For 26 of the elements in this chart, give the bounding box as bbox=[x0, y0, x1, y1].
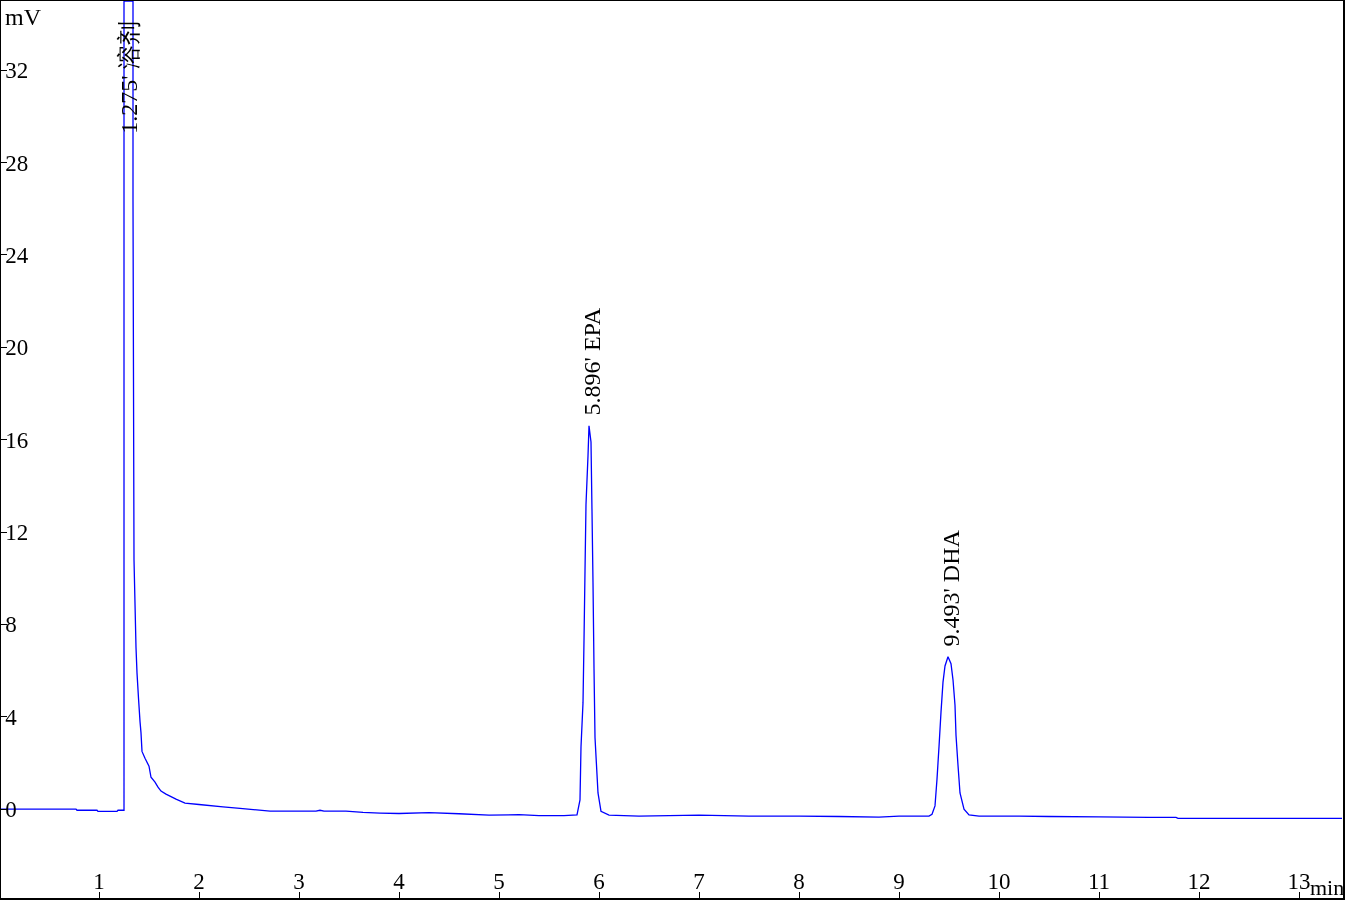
y-tick-label: 28 bbox=[5, 150, 29, 176]
x-tick-label: 9 bbox=[893, 869, 905, 895]
x-tick-label: 2 bbox=[193, 869, 205, 895]
x-tick-label: 11 bbox=[1087, 869, 1111, 895]
x-tick-label: 6 bbox=[593, 869, 605, 895]
y-tick-label: 32 bbox=[5, 58, 29, 84]
x-tick-label: 5 bbox=[493, 869, 505, 895]
x-axis-title: min bbox=[1310, 875, 1345, 900]
y-tick-label: 4 bbox=[5, 704, 18, 730]
x-tick-label: 3 bbox=[293, 869, 305, 895]
x-tick-label: 1 bbox=[93, 869, 105, 895]
y-tick-label: 8 bbox=[5, 612, 17, 638]
y-tick-label: 24 bbox=[5, 243, 29, 269]
annotation: 5.896' EPA bbox=[578, 307, 605, 416]
y-tick-label: 12 bbox=[5, 520, 29, 546]
y-tick-label: 16 bbox=[5, 427, 29, 453]
x-tick-label: 12 bbox=[1187, 869, 1211, 895]
y-axis-title: mV bbox=[5, 4, 42, 30]
x-tick-label: 10 bbox=[987, 869, 1011, 895]
x-tick-label: 8 bbox=[793, 869, 805, 895]
y-tick-label: 20 bbox=[5, 335, 29, 361]
annotation: 1.275' 溶剂 bbox=[116, 21, 143, 134]
x-tick-label: 4 bbox=[393, 869, 406, 895]
annotation: 9.493' DHA bbox=[938, 529, 965, 647]
x-tick-label: 13 bbox=[1287, 869, 1311, 895]
x-tick-label: 7 bbox=[693, 869, 705, 895]
